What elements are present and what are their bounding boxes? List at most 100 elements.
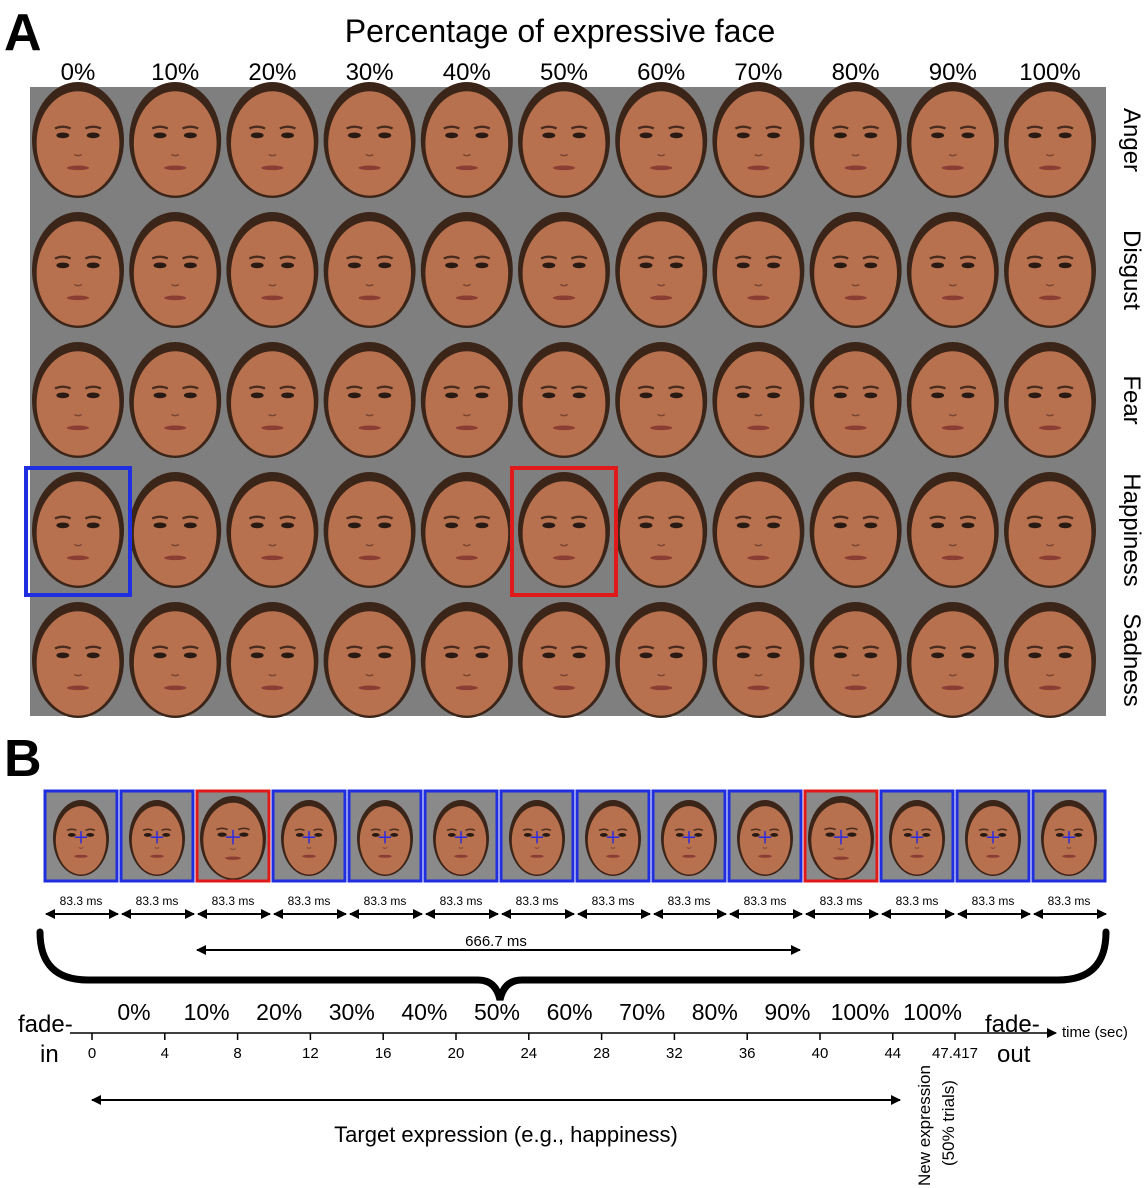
frame-border [347,789,423,883]
frame-border [727,789,803,883]
face-image [129,212,222,328]
frame-face [433,800,489,876]
face-image [129,602,222,718]
face-image [129,472,222,588]
face-image [712,602,805,718]
column-label: 60% [637,59,685,86]
fade-in-label-1: fade- [18,1011,73,1038]
tick-label: 0 [88,1045,96,1062]
duration-label: 83.3 ms [668,894,711,908]
percent-label: 70% [619,999,665,1025]
face-image [615,342,708,458]
frame-border [271,789,347,883]
column-label: 100% [1019,59,1080,86]
frame-border [955,789,1031,883]
tick-label: 8 [233,1045,241,1062]
face-grid [32,82,1096,718]
face-image [615,472,708,588]
face-image [1004,212,1096,328]
face-image [712,212,805,328]
time-ticks: 0 4 8 12 16 20 24 28 32 36 40 44 47.417 [88,1033,978,1062]
face-image [906,342,999,458]
face-image [809,342,902,458]
percent-label: 10% [184,999,230,1025]
face-image [420,602,513,718]
face-image [420,82,513,198]
column-label: 90% [929,59,977,86]
panel-a-title: Percentage of expressive face [345,13,775,49]
column-label: 0% [61,59,96,86]
sequence-brace [36,928,1110,1001]
tick-label: 36 [739,1045,756,1062]
highlight-frame [24,466,132,597]
percent-label: 20% [256,999,302,1025]
face-image [420,212,513,328]
frame-border [423,789,499,883]
percent-label: 0% [117,999,150,1025]
face-image [323,472,416,588]
duration-label: 83.3 ms [212,894,255,908]
face-image [906,472,999,588]
frame-face [509,800,565,876]
face-image [1004,472,1096,588]
frame-sequence [43,789,1107,883]
frame-border [119,789,195,883]
percent-label: 30% [329,999,375,1025]
face-image [518,342,610,458]
face-image [420,472,513,588]
face-image [615,212,708,328]
duration-label: 83.3 ms [516,894,559,908]
column-label: 10% [151,59,199,86]
face-image [906,602,999,718]
face-image [226,82,319,198]
duration-label: 83.3 ms [1048,894,1091,908]
face-image [323,602,416,718]
duration-label: 83.3 ms [592,894,635,908]
frame-durations: 83.3 ms 83.3 ms 83.3 ms 83.3 ms 83.3 ms 83.3 … [45,894,1107,919]
percent-label: 80% [692,999,738,1025]
duration-label: 83.3 ms [364,894,407,908]
duration-label: 83.3 ms [972,894,1015,908]
fade-out-label-2: out [997,1041,1031,1068]
tick-label: 12 [302,1045,319,1062]
frame-border [651,789,727,883]
face-image [32,212,124,328]
face-image [32,602,124,718]
face-image [615,82,708,198]
new-expression-label: New expression [915,1065,934,1186]
face-image [809,212,902,328]
duration-label: 83.3 ms [440,894,483,908]
percent-label: 90% [764,999,810,1025]
face-image [323,342,416,458]
frame-face [965,800,1021,876]
face-image [129,342,222,458]
face-image [712,82,805,198]
tick-label: 24 [520,1045,537,1062]
duration-label: 83.3 ms [744,894,787,908]
frame-face [200,796,266,880]
frame-face [661,800,717,876]
face-image [615,602,708,718]
target-frame-border [195,789,271,883]
percent-label: 100% [831,999,890,1025]
tick-label: 47.417 [932,1045,978,1062]
frame-face [585,800,641,876]
face-image [906,82,999,198]
duration-label: 83.3 ms [60,894,103,908]
face-image [809,602,902,718]
face-image [518,472,610,588]
frame-border [1031,789,1107,883]
grid-highlights [24,466,618,597]
tick-label: 44 [884,1045,901,1062]
column-label: 50% [540,59,588,86]
column-label: 20% [248,59,296,86]
duration-label: 83.3 ms [136,894,179,908]
column-label: 80% [832,59,880,86]
face-image [518,82,610,198]
face-image [420,342,513,458]
frame-border [879,789,955,883]
frame-face [808,796,874,880]
face-image [712,342,805,458]
duration-label: 83.3 ms [288,894,331,908]
